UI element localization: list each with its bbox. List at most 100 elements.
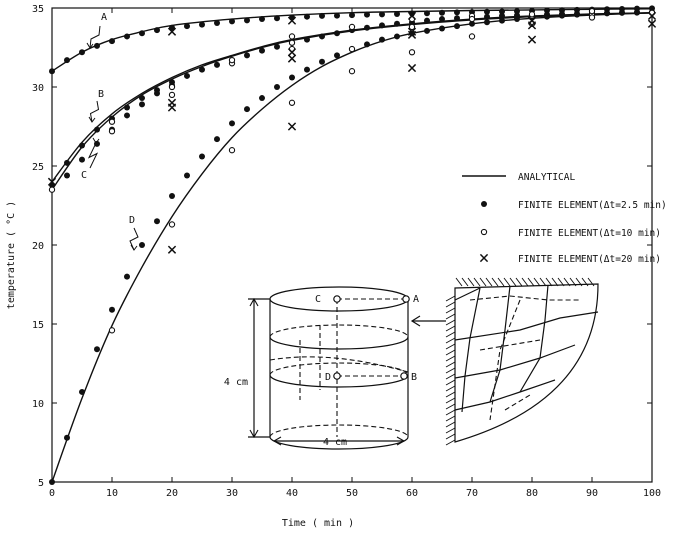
curve-label-arrow [87,142,99,169]
point-open-circle [408,49,416,56]
mesh-ring-1-back [269,324,409,338]
hatch-top [509,277,517,287]
point-open-circle [528,11,536,18]
geometry-diagram: A B C D 4 cm 4 cm [224,277,599,450]
hatch-left [445,331,456,338]
curve-label-arrow [89,25,101,49]
point-open-circle [228,147,236,154]
point-open-circle [588,8,596,15]
x-tick-label: 60 [406,488,418,499]
point-filled-circle [304,13,310,20]
point-cross [167,27,177,36]
point-filled-circle [139,95,145,102]
point-open-circle [348,23,356,31]
point-cross-stroke [287,54,297,63]
point-cross-stroke [527,35,537,44]
x-tick-label: 40 [286,488,298,499]
hatch-left [445,355,456,362]
point-filled-circle [484,8,490,15]
point-filled-circle [394,33,400,40]
point-filled-circle [319,33,325,40]
point-cross [167,103,177,112]
x-axis-title: Time ( min ) [282,518,354,529]
point-filled-circle [229,120,235,127]
x-tick-label: 50 [346,488,358,499]
legend-label-filled-circle: FINITE ELEMENT(Δt=2.5 min) [518,200,667,211]
hatch-left [445,301,456,308]
point-filled-circle [454,23,460,30]
data-points [47,5,657,485]
y-axis-ticks: 5 10 15 20 25 30 35 [32,4,652,489]
y-tick-label: 5 [38,478,44,489]
point-filled-circle [139,242,145,248]
x-tick-label: 80 [526,488,538,499]
point-filled-circle [364,24,370,31]
point-filled-circle [409,30,415,37]
point-filled-circle [604,10,610,17]
point-filled-circle [214,20,220,27]
point-filled-circle [439,25,445,32]
point-cross-stroke [167,27,177,36]
curve-label-a: A [101,12,107,23]
hatch-left [445,367,456,374]
mesh-radial-lines [461,284,549,413]
point-open-circle [168,91,176,99]
point-filled-circle [244,106,250,113]
point-filled-circle [481,201,487,207]
point-open-circle [588,14,596,21]
curve-label-b: B [98,89,104,100]
y-axis-title: temperature ( °C ) [6,201,17,309]
point-filled-circle [499,12,505,19]
point-filled-circle [499,8,505,15]
y-tick-label: 10 [32,399,44,410]
point-filled-circle [259,47,265,54]
hatch-left [445,307,456,314]
x-tick-label: 100 [643,488,661,499]
hatch-top [485,277,493,287]
point-cross [287,54,297,63]
point-filled-circle [79,142,85,149]
hatch-left [445,343,456,350]
mesh-ring-2 [269,374,409,388]
point-cross-stroke [287,122,297,131]
x-tick-label: 70 [466,488,478,499]
cylinder-bottom-back [269,424,409,438]
hatch-left [445,385,456,392]
point-filled-circle [214,136,220,143]
hatch-left [445,397,456,404]
point-cross-stroke [167,245,177,254]
hatch-top [479,277,487,287]
point-cross-stroke [287,16,297,25]
point-cross [647,19,657,28]
y-tick-label: 25 [32,162,44,173]
point-open-circle [408,23,416,31]
point-filled-circle [124,112,130,119]
mesh-ring-1 [269,336,409,350]
point-filled-circle [244,52,250,59]
mesh-diagonal [269,356,409,373]
curve-label-arrowhead [88,116,96,123]
point-cross [647,11,657,21]
point-filled-circle [439,9,445,16]
hatch-left [445,427,456,434]
diagram-label-d: D [325,372,331,383]
hatch-top [527,277,535,287]
point-open-circle [108,118,116,125]
hatch-top [563,277,571,287]
mesh-element-lines [454,287,599,411]
hatch-left [445,391,456,398]
point-filled-circle [424,17,430,24]
point-filled-circle [79,388,85,395]
point-filled-circle [169,193,175,200]
point-filled-circle [94,346,100,353]
x-tick-label: 30 [226,488,238,499]
point-filled-circle [514,8,520,15]
curve-label-arrow [89,100,100,123]
point-filled-circle [184,23,190,30]
point-open-circle [468,33,476,40]
point-cross [407,11,417,21]
point-filled-circle [79,156,85,163]
point-cross-stroke [47,177,57,186]
x-tick-label: 90 [586,488,598,499]
point-filled-circle [289,74,295,81]
